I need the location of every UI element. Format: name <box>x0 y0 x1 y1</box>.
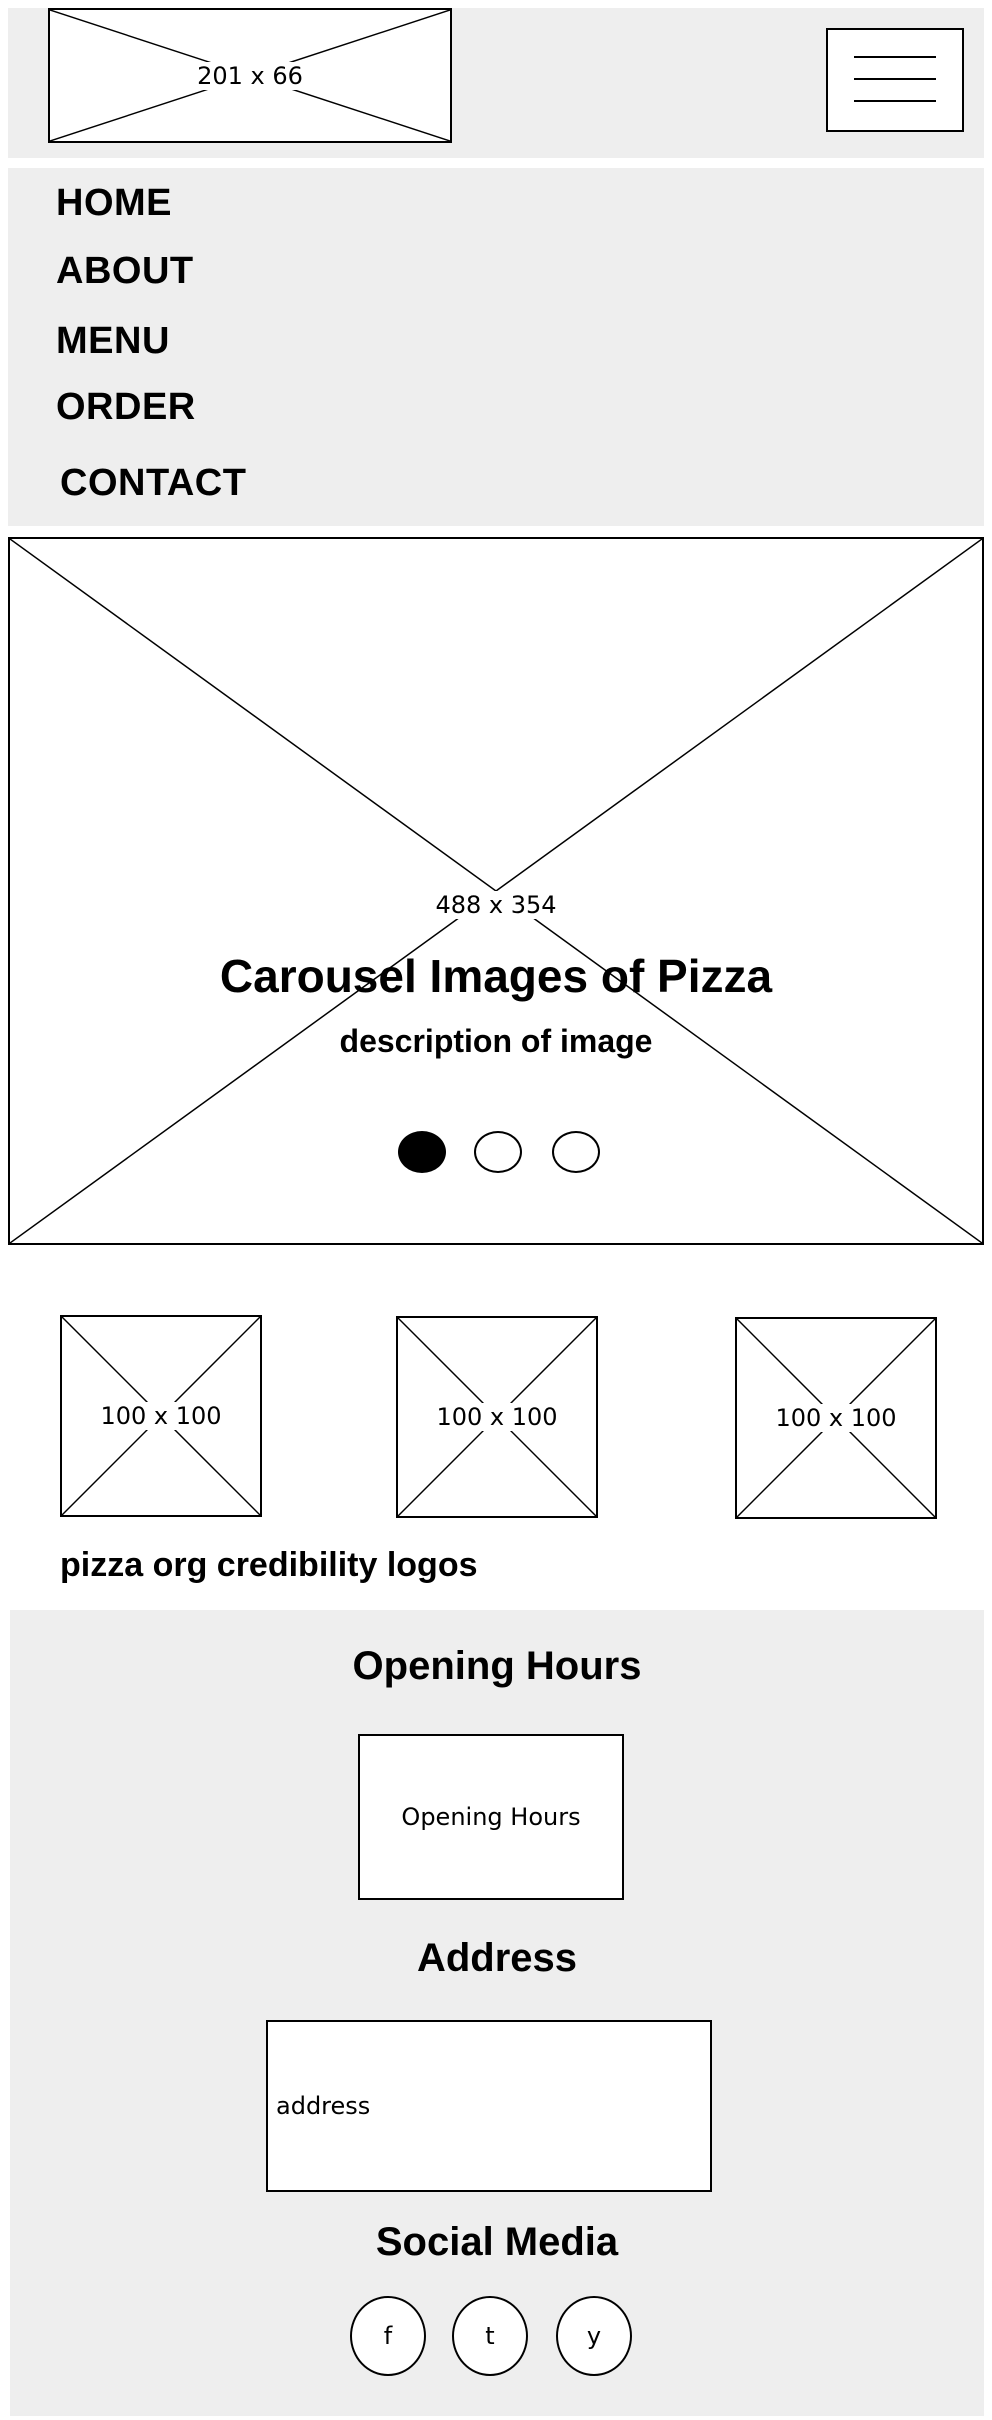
youtube-icon[interactable]: y <box>556 2296 632 2376</box>
carousel-image-placeholder-label: 488 x 354 <box>431 891 561 919</box>
opening-hours-heading: Opening Hours <box>352 1644 642 1688</box>
credibility-logo-1[interactable]: 100 x 100 <box>60 1315 262 1517</box>
logo-3-placeholder-label: 100 x 100 <box>771 1404 901 1432</box>
logo-1-placeholder-label: 100 x 100 <box>96 1402 226 1430</box>
header-bar: 201 x 66 <box>8 8 984 158</box>
twitter-icon[interactable]: t <box>452 2296 528 2376</box>
nav-item-menu[interactable]: MENU <box>56 320 170 362</box>
carousel-dot-3[interactable] <box>552 1131 600 1173</box>
facebook-icon[interactable]: f <box>350 2296 426 2376</box>
carousel-description: description of image <box>339 1023 653 1059</box>
nav-item-about[interactable]: ABOUT <box>56 250 194 292</box>
hamburger-icon <box>854 56 936 58</box>
address-heading: Address <box>416 1936 578 1980</box>
credibility-logo-3[interactable]: 100 x 100 <box>735 1317 937 1519</box>
carousel[interactable]: 488 x 354 Carousel Images of Pizza descr… <box>8 537 984 1245</box>
nav-menu: HOME ABOUT MENU ORDER CONTACT <box>8 168 984 526</box>
carousel-dot-2[interactable] <box>474 1131 522 1173</box>
logo-image[interactable]: 201 x 66 <box>48 8 452 143</box>
nav-item-home[interactable]: HOME <box>56 182 172 224</box>
logo-2-placeholder-label: 100 x 100 <box>432 1403 562 1431</box>
carousel-dot-1[interactable] <box>398 1131 446 1173</box>
social-media-heading: Social Media <box>375 2220 619 2264</box>
logo-placeholder-label: 201 x 66 <box>193 61 307 90</box>
credibility-caption: pizza org credibility logos <box>60 1546 478 1584</box>
nav-item-contact[interactable]: CONTACT <box>60 462 247 504</box>
footer: Opening Hours Opening Hours Address addr… <box>10 1610 984 2416</box>
opening-hours-box: Opening Hours <box>358 1734 624 1900</box>
credibility-logo-2[interactable]: 100 x 100 <box>396 1316 598 1518</box>
address-box: address <box>266 2020 712 2192</box>
hamburger-menu-button[interactable] <box>826 28 964 132</box>
carousel-title: Carousel Images of Pizza <box>219 950 773 1002</box>
opening-hours-text: Opening Hours <box>401 1803 581 1831</box>
nav-item-order[interactable]: ORDER <box>56 386 196 428</box>
address-text: address <box>276 2092 371 2120</box>
